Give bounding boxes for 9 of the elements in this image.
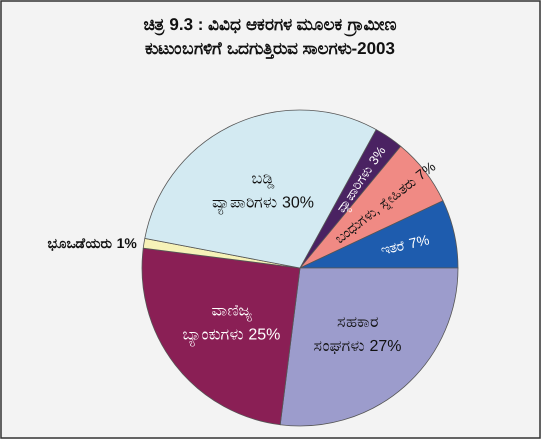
- data-label: 3%: [366, 143, 389, 168]
- data-label: 30%: [282, 194, 314, 212]
- chart-title: ಚಿತ್ರ 9.3 : ವಿವಿಧ ಆಕರಗಳ ಮೂಲಕ ಗ್ರಾಮೀಣ ಕುಟುಂಬಗಳಿಗೆ ಒದಗುತ್ತಿರುವ ಸಾಲಗಳು-2003: [144, 15, 396, 59]
- slice-label: ಬಡ್ಡಿ ವ್ಯಾಪಾರಿಗಳು: [212, 170, 277, 214]
- data-label: 7%: [407, 231, 431, 252]
- data-label: 1%: [116, 234, 138, 251]
- slice-label: ಭೂಒಡೆಯರು: [48, 234, 113, 251]
- slice-label: ಇತರೆ: [379, 236, 406, 258]
- data-label: 27%: [369, 338, 402, 356]
